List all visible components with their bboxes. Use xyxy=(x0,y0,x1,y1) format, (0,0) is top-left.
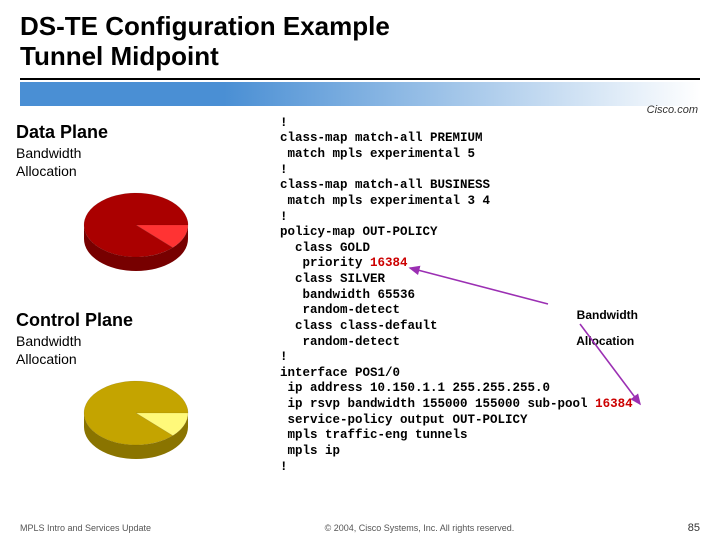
code-line: class GOLD xyxy=(280,241,370,255)
slide-title-line1: DS-TE Configuration Example xyxy=(20,12,700,42)
code-line: class-map match-all BUSINESS xyxy=(280,178,490,192)
config-code-block: ! class-map match-all PREMIUM match mpls… xyxy=(280,116,710,522)
annotation-line2: Allocation xyxy=(576,334,634,348)
right-column: ! class-map match-all PREMIUM match mpls… xyxy=(280,116,710,522)
control-plane-heading: Control Plane xyxy=(16,310,276,331)
footer: MPLS Intro and Services Update © 2004, C… xyxy=(0,522,720,534)
code-line: ! xyxy=(280,350,288,364)
code-line: random-detect xyxy=(280,335,400,349)
control-plane-sub1: Bandwidth xyxy=(16,333,276,349)
code-line: policy-map OUT-POLICY xyxy=(280,225,438,239)
annotation-line1: Bandwidth xyxy=(577,308,638,322)
code-line: mpls ip xyxy=(280,444,340,458)
pie-chart-data-plane xyxy=(76,187,276,282)
code-line: class class-default xyxy=(280,319,438,333)
priority-value: 16384 xyxy=(370,256,408,270)
code-line: priority xyxy=(280,256,370,270)
left-column: Data Plane Bandwidth Allocation Control … xyxy=(16,116,276,522)
code-line: ! xyxy=(280,210,288,224)
code-line: ! xyxy=(280,460,288,474)
pie-chart-control-plane xyxy=(76,375,276,470)
code-line: match mpls experimental 5 xyxy=(280,147,475,161)
footer-center: © 2004, Cisco Systems, Inc. All rights r… xyxy=(151,523,688,533)
slide-title-line2: Tunnel Midpoint xyxy=(20,42,700,72)
code-line: service-policy output OUT-POLICY xyxy=(280,413,528,427)
code-line: match mpls experimental 3 4 xyxy=(280,194,490,208)
code-line: ip rsvp bandwidth 155000 155000 sub-pool xyxy=(280,397,595,411)
code-line: class-map match-all PREMIUM xyxy=(280,131,483,145)
slide-number: 85 xyxy=(688,522,700,534)
data-plane-sub1: Bandwidth xyxy=(16,145,276,161)
footer-left: MPLS Intro and Services Update xyxy=(20,523,151,533)
code-line: mpls traffic-eng tunnels xyxy=(280,428,468,442)
subpool-value: 16384 xyxy=(595,397,633,411)
code-line: ! xyxy=(280,116,288,130)
code-line: ! xyxy=(280,163,288,177)
code-line: interface POS1/0 xyxy=(280,366,400,380)
code-line: random-detect xyxy=(280,303,400,317)
cisco-logo: Cisco.com xyxy=(647,104,698,116)
data-plane-sub2: Allocation xyxy=(16,163,276,179)
control-plane-sub2: Allocation xyxy=(16,351,276,367)
code-line: ip address 10.150.1.1 255.255.255.0 xyxy=(280,381,550,395)
header-gradient-bar xyxy=(20,82,700,106)
title-underline xyxy=(20,78,700,80)
bandwidth-allocation-annotation: Bandwidth Allocation xyxy=(550,296,638,362)
code-line: bandwidth 65536 xyxy=(280,288,415,302)
code-line: class SILVER xyxy=(280,272,385,286)
data-plane-heading: Data Plane xyxy=(16,122,276,143)
